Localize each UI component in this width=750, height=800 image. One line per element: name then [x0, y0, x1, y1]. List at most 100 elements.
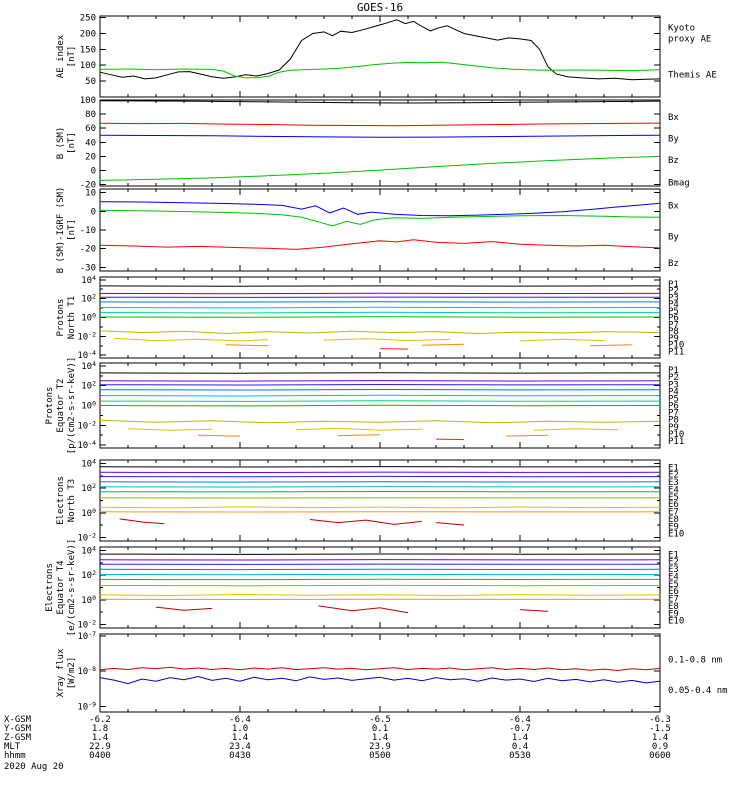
row-value-y-gsm: 0.1: [372, 724, 388, 734]
series-bz: [99, 239, 661, 250]
panel-ylabel: Protons: [56, 299, 66, 337]
legend-by: By: [668, 233, 679, 243]
panel-ylabel: [nT]: [67, 132, 77, 154]
series-kyoto-proxy-ae: [99, 61, 661, 79]
legend-0-05-0-4-nm: 0.05-0.4 nm: [668, 686, 728, 696]
y-tick-label: 10-8: [77, 665, 96, 677]
series-e10: [318, 605, 409, 614]
row-value-hhmm: 0530: [509, 751, 531, 761]
series-e10: [309, 519, 423, 525]
legend-p1: P1: [668, 280, 679, 290]
panel-ylabel: Equator T2: [56, 378, 66, 432]
row-value-x-gsm: -6.2: [89, 715, 111, 725]
series-e8: [99, 593, 661, 597]
panel-b-sm: -20 0 20 40 60 80 100 B (SM) [nT] Bx By Bz Bmag: [56, 96, 690, 191]
panel-ylabel: North T1: [67, 296, 77, 339]
legend-bx: Bx: [668, 113, 679, 123]
y-tick-label: 80: [85, 110, 96, 120]
legend-bx: Bx: [668, 201, 679, 211]
legend-e9: E9: [668, 522, 679, 532]
legend-e3: E3: [668, 478, 679, 488]
legend-e10: E10: [668, 617, 684, 627]
series-p9: [323, 338, 451, 342]
series-bx: [99, 201, 661, 217]
series-p2: [99, 380, 661, 382]
legend-e9: E9: [668, 609, 679, 619]
series-e10: [155, 606, 213, 611]
y-tick-label: 10-9: [77, 701, 96, 713]
legend-e10: E10: [668, 530, 684, 540]
legend-p8: P8: [668, 416, 679, 426]
y-tick-label: 100: [81, 400, 96, 412]
panel-electrons-north-t3: 104 102 100 10-2 Electrons North T3 E1E2E3E4E5…: [56, 458, 684, 544]
row-value-hhmm: 0600: [649, 751, 671, 761]
y-tick-label: 10-7: [77, 630, 96, 642]
series-p10: [505, 434, 549, 437]
legend-0-1-0-8-nm: 0.1-0.8 nm: [668, 656, 722, 666]
y-tick-label: 100: [80, 61, 96, 71]
legend-e4: E4: [668, 485, 679, 495]
series-themis-ae: [99, 19, 661, 81]
legend-bz: Bz: [668, 156, 679, 166]
legend-p11: P11: [668, 437, 684, 447]
series-bz: [99, 122, 661, 127]
y-tick-label: -10: [80, 226, 96, 236]
y-tick-label: 102: [81, 569, 96, 581]
y-tick-label: 10: [85, 189, 96, 199]
panel-frame: [99, 15, 661, 98]
y-tick-label: -20: [80, 245, 96, 255]
series-p10: [225, 344, 269, 347]
row-value-mlt: 0.4: [512, 742, 528, 752]
legend-p4: P4: [668, 300, 679, 310]
series-p7: [99, 316, 661, 318]
row-value-y-gsm: -0.7: [509, 724, 531, 734]
panel-ylabel: B (SM): [56, 127, 66, 160]
legend-p6: P6: [668, 314, 679, 324]
series-p8: [99, 419, 661, 424]
panel-frame: [99, 188, 661, 272]
y-tick-label: 0: [91, 166, 96, 176]
legend-e8: E8: [668, 515, 679, 525]
legend-e7: E7: [668, 508, 679, 518]
panel-ylabel: B (SM)-IGRF (SM): [56, 187, 66, 274]
series-p8: [99, 330, 661, 335]
y-tick-label: 10-2: [77, 330, 96, 342]
y-tick-label: 100: [81, 507, 96, 519]
y-tick-label: 150: [80, 45, 96, 55]
legend-by: By: [668, 135, 679, 145]
legend-e3: E3: [668, 565, 679, 575]
legend-bmag: Bmag: [668, 179, 690, 189]
y-tick-label: 50: [85, 77, 96, 87]
row-value-hhmm: 0400: [89, 751, 111, 761]
y-tick-label: 104: [81, 545, 96, 557]
row-value-z-gsm: 1.4: [372, 733, 388, 743]
row-value-x-gsm: -6.5: [369, 715, 391, 725]
legend-p5: P5: [668, 394, 679, 404]
y-tick-label: -30: [80, 263, 96, 273]
panel-electrons-equator-t4: 104 102 100 10-2 Electrons Equator T4 [e/(cm2-…: [45, 539, 684, 637]
row-value-z-gsm: 1.4: [92, 733, 108, 743]
series-p10: [589, 344, 633, 347]
row-label-z-gsm: Z-GSM: [4, 733, 32, 743]
series-p9: [533, 428, 619, 431]
panel-ylabel: Electrons: [45, 563, 55, 612]
legend-p11: P11: [668, 347, 684, 357]
legend-p4: P4: [668, 387, 679, 397]
panel-frame: [99, 99, 661, 187]
y-tick-label: 100: [81, 594, 96, 606]
legend-e6: E6: [668, 500, 679, 510]
y-tick-label: 104: [81, 458, 96, 470]
panel-frame: [99, 633, 661, 713]
row-value-x-gsm: -6.3: [649, 715, 671, 725]
chart-title: GOES-16: [356, 1, 404, 14]
y-tick-label: 0: [91, 207, 96, 217]
series-p10: [337, 434, 381, 437]
row-value-z-gsm: 1.4: [512, 733, 528, 743]
series-p5: [99, 306, 661, 309]
y-tick-label: 40: [85, 138, 96, 148]
y-tick-label: 102: [81, 482, 96, 494]
y-tick-label: 10-2: [77, 618, 96, 630]
series-p4: [99, 388, 661, 391]
legend-kyoto: Kyoto: [668, 23, 695, 33]
